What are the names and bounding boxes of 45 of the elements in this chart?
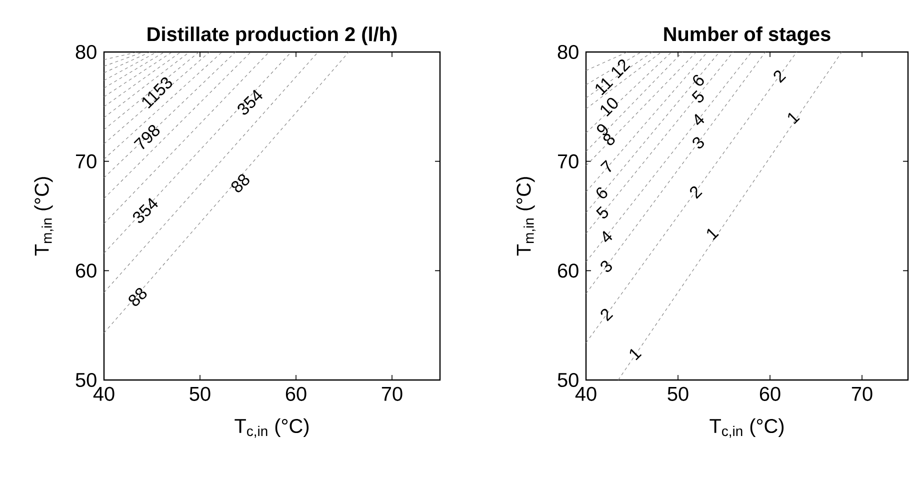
- annotation: 10: [600, 98, 618, 117]
- y-tick-label: 70: [76, 154, 96, 168]
- annotation: 5: [596, 206, 608, 218]
- annotation: 3: [692, 137, 704, 148]
- x-tick-label: 40: [575, 386, 596, 401]
- annotation: 354: [238, 90, 263, 115]
- annotation: 1: [707, 228, 719, 240]
- x-tick-label: 50: [190, 386, 210, 401]
- annotation: 88: [128, 288, 147, 306]
- x-axis-title: T$_{c,in}$ (°C): [710, 418, 784, 438]
- annotation: 3: [600, 260, 612, 272]
- y-axis-title: T$_{m,in}$ (°C): [34, 177, 54, 256]
- y-tick-label: 60: [558, 264, 578, 278]
- y-tick-label: 60: [76, 264, 96, 278]
- annotation: 2: [690, 186, 702, 199]
- annotation: 354: [133, 198, 158, 223]
- x-tick-label: 50: [668, 386, 688, 401]
- x-tick-label: 70: [382, 386, 402, 401]
- x-tick-label: 40: [93, 386, 114, 401]
- annotation: 798: [134, 125, 160, 150]
- annotation: 1: [630, 348, 642, 360]
- annotation: 9: [597, 124, 608, 136]
- annotation: 4: [694, 114, 704, 126]
- x-axis-title: T$_{c,in}$ (°C): [234, 418, 309, 438]
- annotation: 88: [231, 174, 250, 192]
- x-tick-label: 60: [760, 386, 780, 401]
- y-tick-label: 50: [558, 372, 578, 388]
- chart-title: Distillate production 2 (l/h): [148, 26, 397, 46]
- annotation: 8: [603, 134, 615, 146]
- annotation: 7: [600, 160, 612, 172]
- annotation: 1: [788, 112, 800, 124]
- x-tick-label: 60: [286, 386, 306, 401]
- y-tick-label: 80: [558, 44, 578, 60]
- y-tick-label: 70: [558, 154, 578, 168]
- y-tick-label: 80: [76, 44, 96, 60]
- x-tick-label: 70: [852, 386, 872, 401]
- y-axis-title: T$_{m,in}$ (°C): [516, 177, 536, 256]
- y-tick-label: 50: [76, 372, 96, 388]
- annotation: 5: [692, 90, 704, 103]
- annotation: 6: [596, 187, 608, 198]
- annotation: 2: [600, 308, 614, 322]
- annotation: 4: [602, 230, 612, 242]
- annotation: 2: [774, 70, 786, 83]
- annotation: 6: [693, 74, 704, 86]
- chart-title: Number of stages: [664, 26, 830, 46]
